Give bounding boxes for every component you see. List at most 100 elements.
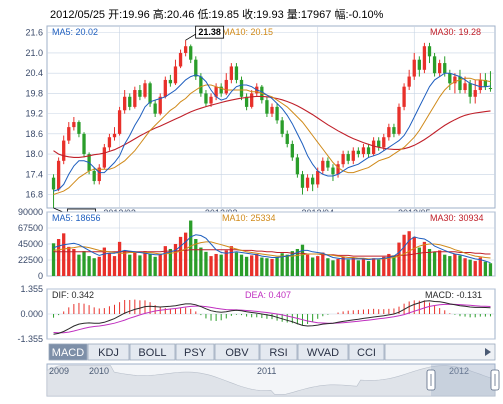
candlestick xyxy=(72,117,76,131)
candle-body xyxy=(234,66,239,80)
candle-body xyxy=(438,63,442,74)
arrow-right-icon[interactable] xyxy=(485,348,491,356)
candlestick xyxy=(117,106,122,136)
macd-dif-line xyxy=(53,300,491,335)
candle-body xyxy=(453,76,457,84)
volume-bar xyxy=(123,250,127,276)
candle-body xyxy=(56,160,61,190)
volume-bar xyxy=(392,255,396,276)
tab-boll[interactable]: BOLL xyxy=(129,343,176,361)
header-open-label: 开: xyxy=(108,9,123,21)
candle-body xyxy=(199,76,203,94)
candle-body xyxy=(377,140,381,148)
volume-bar xyxy=(138,255,142,276)
candle-body xyxy=(366,147,371,155)
candle-body xyxy=(300,174,305,188)
volume-bar xyxy=(341,256,345,276)
tab-rsi[interactable]: RSI xyxy=(259,343,298,361)
tab-background xyxy=(48,343,88,361)
candlestick xyxy=(77,120,81,138)
candlestick xyxy=(158,93,162,116)
tab-bar-fill xyxy=(384,343,496,361)
candle-body xyxy=(123,96,127,111)
tab-wvad[interactable]: WVAD xyxy=(297,343,349,361)
candle-body xyxy=(275,106,279,121)
header-volume: 17967 xyxy=(300,9,332,21)
candlestick xyxy=(305,174,310,192)
candlestick xyxy=(458,69,462,94)
candle-body xyxy=(72,122,76,128)
candle-body xyxy=(321,160,325,171)
candle-body xyxy=(488,88,493,90)
arrow-glyph xyxy=(485,348,491,356)
candlestick xyxy=(478,73,482,94)
price-y-tick: 19.2 xyxy=(25,109,43,119)
tab-background xyxy=(259,343,298,361)
volume-bar xyxy=(300,244,305,276)
candlestick xyxy=(163,76,167,99)
overview-x-tick: 2009 xyxy=(49,366,69,376)
candlestick xyxy=(97,164,101,185)
volume-bar xyxy=(133,251,137,276)
volume-bar xyxy=(448,256,452,276)
candlestick xyxy=(377,137,381,151)
price-y-tick: 20.4 xyxy=(25,68,43,78)
candlestick xyxy=(366,143,371,158)
volume-bar xyxy=(351,257,355,276)
overview-selection[interactable] xyxy=(431,364,495,396)
candle-body xyxy=(285,133,289,144)
tab-cci[interactable]: CCI xyxy=(348,343,385,361)
candlestick xyxy=(310,174,315,192)
candlestick xyxy=(387,123,391,141)
tab-macd[interactable]: MACD xyxy=(48,343,88,361)
volume-bar xyxy=(239,254,244,276)
volume-y-tick: 67500 xyxy=(18,223,43,233)
candlestick xyxy=(397,103,401,136)
volume-bar xyxy=(377,259,381,276)
candlestick xyxy=(250,90,254,109)
candlestick xyxy=(427,42,432,64)
tab-background xyxy=(175,343,215,361)
candlestick xyxy=(107,133,112,151)
tab-psy[interactable]: PSY xyxy=(175,343,215,361)
volume-legend-ma10: MA10: 25334 xyxy=(222,213,276,223)
volume-bar xyxy=(265,258,269,276)
candle-body xyxy=(117,110,122,134)
candlestick xyxy=(143,79,147,99)
volume-bar xyxy=(56,239,61,276)
candlestick xyxy=(295,154,300,178)
volume-bar xyxy=(72,248,76,276)
header-high-label: 高: xyxy=(152,9,167,21)
volume-bar xyxy=(458,255,462,276)
overview-x-tick: 2012 xyxy=(449,366,469,376)
volume-bar xyxy=(438,250,442,276)
volume-y-tick: 90000 xyxy=(18,207,43,217)
header-open: 19.96 xyxy=(122,9,150,21)
candlestick xyxy=(183,40,188,57)
volume-bar xyxy=(280,253,284,276)
tab-label: MACD xyxy=(52,347,84,359)
candle-body xyxy=(214,86,218,97)
candle-body xyxy=(107,137,112,148)
volume-bar xyxy=(356,260,361,276)
candle-body xyxy=(265,100,269,114)
tab-background xyxy=(129,343,176,361)
overview-area xyxy=(46,365,496,397)
overview-right-handle[interactable] xyxy=(490,369,500,391)
header-close-label: 收: xyxy=(242,9,257,21)
price-ma10-line xyxy=(53,77,491,195)
volume-bar xyxy=(366,261,371,276)
candle-body xyxy=(148,83,152,104)
candlestick xyxy=(92,167,96,185)
candle-body xyxy=(387,127,391,138)
candlestick xyxy=(275,103,279,124)
overview-left-handle[interactable] xyxy=(426,369,436,391)
tab-obv[interactable]: OBV xyxy=(214,343,260,361)
volume-bar xyxy=(371,258,376,276)
tab-kdj[interactable]: KDJ xyxy=(87,343,130,361)
volume-bar xyxy=(102,247,106,276)
volume-bar xyxy=(361,258,366,276)
volume-bar xyxy=(244,256,249,276)
candle-body xyxy=(97,167,101,182)
